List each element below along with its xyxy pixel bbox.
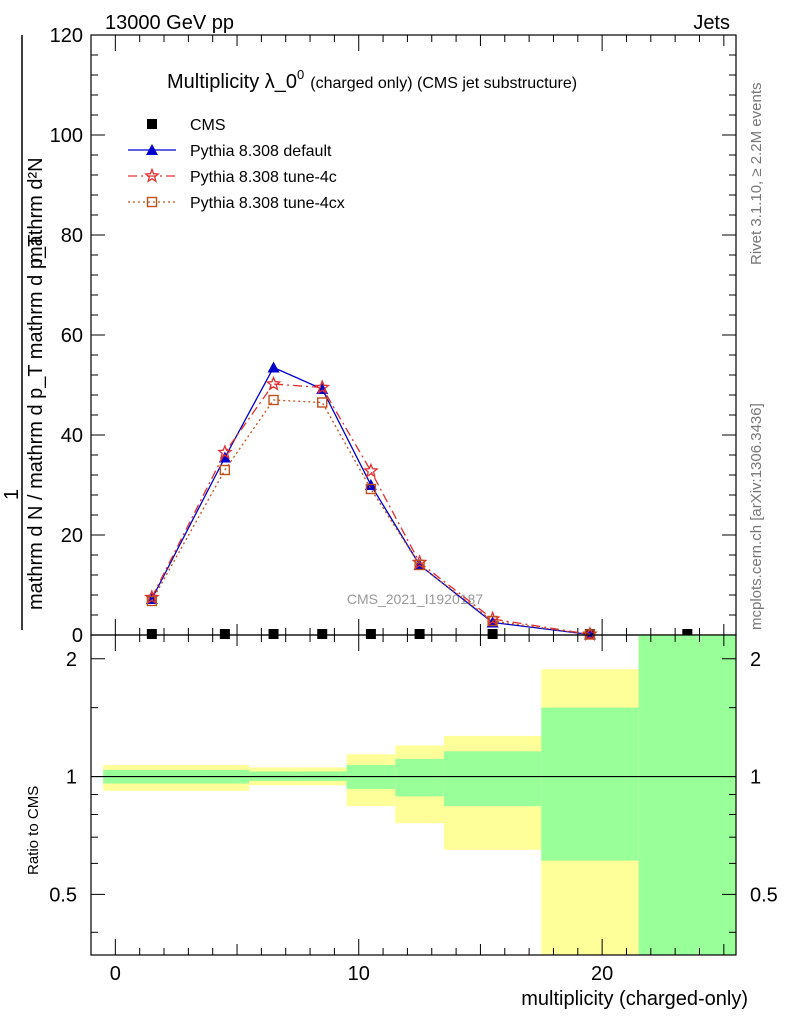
ratio-ytick-label: 0.5	[49, 884, 77, 906]
series-line	[151, 399, 591, 636]
ratio-band-inner	[395, 758, 444, 797]
data-point	[363, 462, 379, 478]
ratio-frame	[90, 634, 737, 956]
data-point	[265, 375, 282, 391]
data-point	[414, 559, 425, 571]
ratio-panel: 0 10 20 0.5 0.5 1 1 2 2	[49, 634, 778, 985]
main-ytick-label: 40	[61, 425, 83, 447]
legend-label: Pythia 8.308 tune-4c	[190, 169, 337, 186]
xtick-label: 10	[348, 963, 370, 985]
data-point	[487, 629, 498, 639]
series-line	[151, 366, 591, 636]
data-point	[487, 615, 498, 627]
data-point	[268, 629, 279, 639]
data-point	[219, 464, 231, 476]
main-ytick-label: 120	[50, 25, 83, 47]
ratio-band-inner	[443, 751, 542, 807]
main-ytick-label: 100	[50, 125, 83, 147]
legend-label: Pythia 8.308 default	[190, 143, 332, 160]
ratio-ytick-label: 2	[66, 649, 77, 671]
legend-marker	[146, 196, 158, 208]
data-point	[365, 629, 376, 639]
header-right: Jets	[693, 12, 730, 34]
main-ytick-label: 0	[72, 625, 83, 647]
ylabel-bottom: mathrm d N / mathrm d p_T mathrm d p_T	[25, 235, 47, 610]
ratio-ytick-label: 1	[66, 767, 77, 789]
main-ytick-label: 60	[61, 325, 83, 347]
data-point	[146, 595, 158, 607]
legend-label: CMS	[190, 117, 226, 134]
main-ytick-label: 80	[61, 225, 83, 247]
data-point	[219, 629, 230, 639]
chart-title: Multiplicity λ_00(charged only) (CMS jet…	[167, 67, 577, 93]
ratio-ylabel: Ratio to CMS	[25, 786, 42, 875]
header-left: 13000 GeV pp	[105, 12, 234, 34]
series-line	[151, 383, 591, 635]
ratio-band-inner	[638, 635, 736, 955]
legend-marker	[144, 167, 160, 183]
ratio-ytick-label-right: 2	[750, 649, 761, 671]
ylabel-num: 1	[1, 489, 23, 500]
ratio-ytick-label-right: 0.5	[750, 884, 778, 906]
data-point	[414, 629, 425, 639]
data-point	[365, 483, 377, 495]
data-point	[146, 629, 157, 639]
xlabel: multiplicity (charged-only)	[521, 988, 748, 1010]
ratio-band-inner	[541, 707, 639, 861]
data-point	[317, 397, 328, 408]
main-ytick-label: 20	[61, 525, 83, 547]
xtick-label: 20	[591, 963, 613, 985]
series-0	[146, 629, 693, 639]
legend-marker	[147, 119, 157, 129]
data-point	[217, 444, 233, 460]
xtick-label: 0	[110, 963, 121, 985]
rivet-label: Rivet 3.1.10, ≥ 2.2M events	[748, 83, 765, 266]
ratio-ytick-label-right: 1	[750, 767, 761, 789]
watermark: CMS_2021_I1920187	[347, 591, 483, 607]
main-panel: 0 20 40 60 80 100 120	[50, 25, 737, 647]
legend: CMS Pythia 8.308 default Pythia 8.308 tune…	[128, 117, 345, 212]
legend-label: Pythia 8.308 tune-4cx	[190, 195, 345, 212]
mcplots-label: mcplots.cern.ch [arXiv:1306.3436]	[748, 403, 765, 630]
data-point	[317, 629, 328, 639]
data-point	[682, 629, 693, 639]
data-point	[314, 379, 331, 395]
main-frame	[90, 34, 737, 636]
data-point	[268, 394, 279, 406]
data-point	[267, 361, 280, 373]
legend-marker	[146, 144, 158, 155]
ylabel-top: mathrm d²N	[25, 157, 47, 263]
